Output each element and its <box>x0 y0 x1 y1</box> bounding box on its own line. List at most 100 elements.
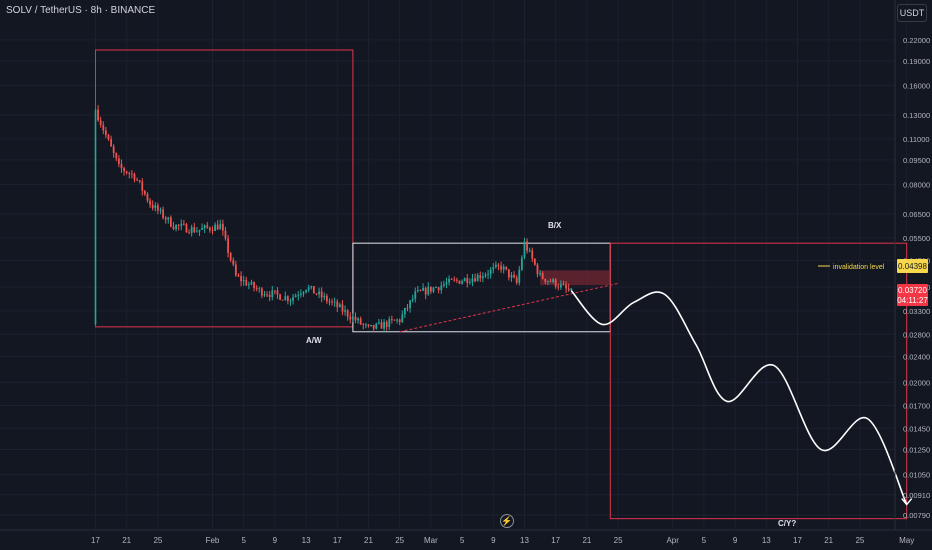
candle-body <box>567 288 570 291</box>
candle-body <box>406 307 409 309</box>
candle-body <box>260 288 263 296</box>
price-tick-label: 0.05500 <box>903 234 930 243</box>
candle-body <box>448 278 450 283</box>
time-tick-label: 9 <box>491 536 496 545</box>
price-tick-label: 0.08000 <box>903 180 930 189</box>
candle-body <box>315 293 318 295</box>
candle-body <box>401 314 404 322</box>
candle-body <box>416 290 419 292</box>
candle-body <box>268 294 271 297</box>
candle-body <box>104 130 107 135</box>
candle-body <box>125 171 128 174</box>
zone-box-3 <box>609 242 908 520</box>
time-axis[interactable]: 17 21 25 Feb 5 9 13 17 21 25 Mar 5 9 13 17 21 25 Apr 5 9 13 1… <box>0 529 932 545</box>
candle-body <box>141 181 144 191</box>
time-tick-label: 25 <box>614 536 623 545</box>
current-price-value: 0.03720 <box>898 286 927 295</box>
candle-body <box>325 295 328 302</box>
time-tick-label: 25 <box>855 536 864 545</box>
candle-body <box>398 319 401 322</box>
time-tick-label: 25 <box>395 536 404 545</box>
bar-countdown: 04:11:27 <box>897 296 928 305</box>
candle-body <box>442 284 445 286</box>
time-tick-label: 9 <box>733 536 738 545</box>
candle-body <box>357 318 359 321</box>
candle-body <box>437 287 440 291</box>
candle-body <box>110 139 112 147</box>
candle-body <box>117 158 120 164</box>
candle-body <box>143 190 146 195</box>
candle-body <box>507 269 510 278</box>
time-tick-label: 13 <box>520 536 529 545</box>
candle-body <box>312 286 315 294</box>
candle-body <box>263 294 266 296</box>
candle-body <box>333 301 336 303</box>
time-tick-label: 5 <box>460 536 465 545</box>
candle-body <box>487 274 489 275</box>
candle-body <box>354 316 357 321</box>
time-tick-label: Feb <box>206 536 220 545</box>
time-tick-label: 13 <box>302 536 311 545</box>
current-price-tag <box>897 284 928 306</box>
price-tick-label: 0.19000 <box>903 57 930 66</box>
candle-body <box>208 227 211 231</box>
candle-body <box>273 290 276 292</box>
wave-label-cy: C/Y? <box>778 519 796 528</box>
candle-body <box>232 260 235 265</box>
price-tick-label: 0.11000 <box>903 135 930 144</box>
candle-body <box>346 310 349 317</box>
candle-body <box>562 284 565 286</box>
price-tick-label: 0.02000 <box>903 378 930 387</box>
time-tick-label: 17 <box>793 536 802 545</box>
candle-body <box>546 280 549 282</box>
currency-button[interactable]: USDT <box>897 4 927 22</box>
candle-body <box>169 217 172 227</box>
candle-body <box>557 286 560 288</box>
candle-body <box>536 264 539 275</box>
candle-body <box>172 226 175 230</box>
candle-body <box>310 286 313 288</box>
price-tick-label: 0.02800 <box>903 330 930 339</box>
candle-body <box>195 231 198 233</box>
candle-body <box>214 224 216 231</box>
candle-body <box>502 266 505 270</box>
candle-body <box>396 319 398 321</box>
candle-body <box>284 296 287 300</box>
candle-body <box>203 225 206 229</box>
candle-body <box>219 223 222 230</box>
candle-body <box>429 286 432 292</box>
candle-body <box>180 223 183 226</box>
candle-body <box>461 281 463 284</box>
time-tick-label: 17 <box>91 536 100 545</box>
price-tick-label: 0.03300 <box>903 307 930 316</box>
candle-body <box>190 227 193 234</box>
candle-body <box>385 321 388 327</box>
candle-body <box>289 300 292 302</box>
candle-body <box>120 163 123 169</box>
candle-body <box>281 299 284 301</box>
candle-body <box>450 278 453 280</box>
candle-body <box>115 153 118 159</box>
candle-body <box>463 278 466 282</box>
candle-body <box>247 284 250 286</box>
candle-body <box>370 324 372 327</box>
zone-box-1 <box>95 49 354 328</box>
candle-body <box>237 275 240 277</box>
candle-body <box>193 227 196 233</box>
candle-body <box>128 173 131 174</box>
candle-body <box>182 223 185 225</box>
candle-body <box>198 229 201 232</box>
candle-body <box>375 323 378 329</box>
candle-body <box>201 228 203 230</box>
candle-body <box>484 274 487 277</box>
candle-body <box>149 200 151 205</box>
trendline <box>399 282 619 333</box>
wave-zones <box>95 49 908 520</box>
candle-body <box>206 225 209 228</box>
time-tick-label: Mar <box>424 536 438 545</box>
candle-body <box>388 319 391 327</box>
flash-icon[interactable]: ⚡ <box>500 514 514 528</box>
time-tick-label: 13 <box>762 536 771 545</box>
candle-body <box>533 258 536 265</box>
